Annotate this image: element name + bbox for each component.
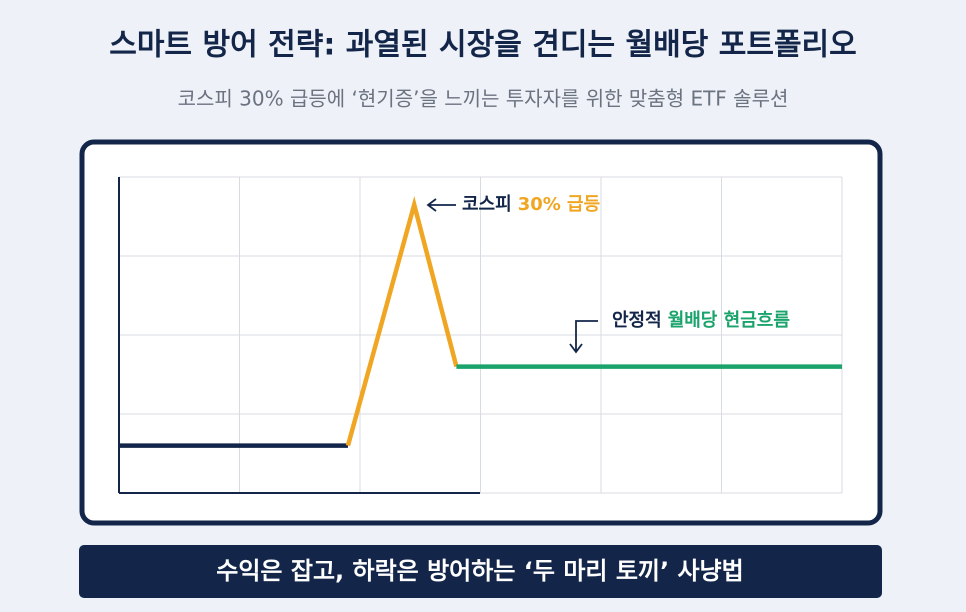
annotation-part: 코스피	[462, 194, 512, 215]
annotation-part: 30% 급등	[518, 194, 600, 215]
annotation-part: 월배당 현금흐름	[668, 310, 790, 331]
subtitle: 코스피 30% 급등에 ‘현기증’을 느끼는 투자자를 위한 맞춤형 ETF 솔…	[178, 87, 789, 111]
title: 스마트 방어 전략: 과열된 시장을 견디는 월배당 포트폴리오	[109, 28, 857, 63]
annotation-arrow	[426, 198, 456, 212]
annotation: 코스피 30% 급등	[462, 194, 600, 215]
footer-banner	[79, 545, 882, 598]
footer-text: 수익은 잡고, 하락은 방어하는 ‘두 마리 토끼’ 사냥법	[216, 557, 743, 585]
annotation-arrow	[569, 320, 598, 354]
annotation-part: 안정적	[612, 310, 662, 331]
data-line	[345, 195, 459, 447]
annotation: 안정적 월배당 현금흐름	[612, 310, 790, 331]
plot	[118, 176, 843, 494]
